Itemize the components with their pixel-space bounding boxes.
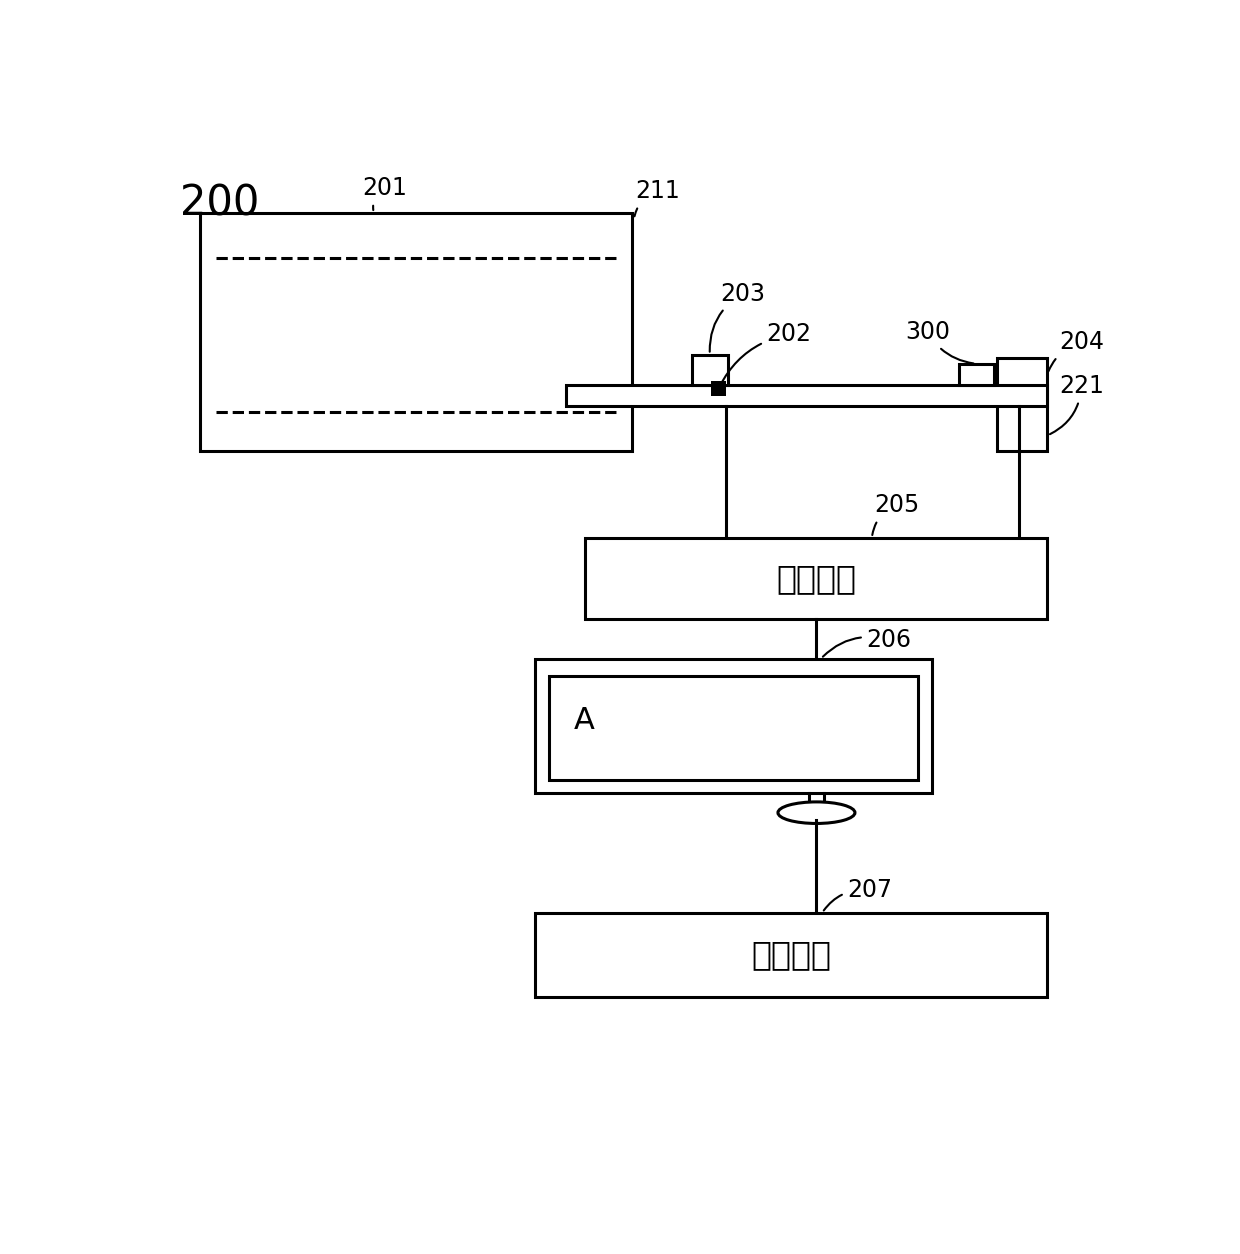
Text: 206: 206: [823, 628, 911, 657]
Text: 205: 205: [872, 493, 919, 535]
Text: A: A: [574, 706, 595, 735]
Text: 选择装置: 选择装置: [751, 939, 832, 972]
Bar: [201, 213, 631, 450]
Bar: [692, 355, 728, 385]
Text: 200: 200: [180, 183, 259, 224]
Bar: [549, 676, 918, 780]
Bar: [567, 385, 1048, 406]
Text: 211: 211: [635, 179, 681, 216]
Bar: [536, 658, 932, 794]
Bar: [536, 913, 1048, 997]
Bar: [711, 381, 727, 396]
Text: 202: 202: [720, 322, 811, 386]
Text: 201: 201: [362, 176, 407, 211]
Text: 主控装置: 主控装置: [776, 562, 857, 594]
Bar: [585, 538, 1048, 618]
Text: 300: 300: [905, 320, 973, 364]
Text: 203: 203: [709, 282, 765, 352]
Text: 221: 221: [1050, 374, 1104, 434]
Bar: [959, 364, 993, 385]
Bar: [997, 359, 1048, 450]
Text: 207: 207: [823, 878, 893, 910]
Ellipse shape: [777, 801, 854, 824]
Text: 204: 204: [1049, 330, 1104, 371]
